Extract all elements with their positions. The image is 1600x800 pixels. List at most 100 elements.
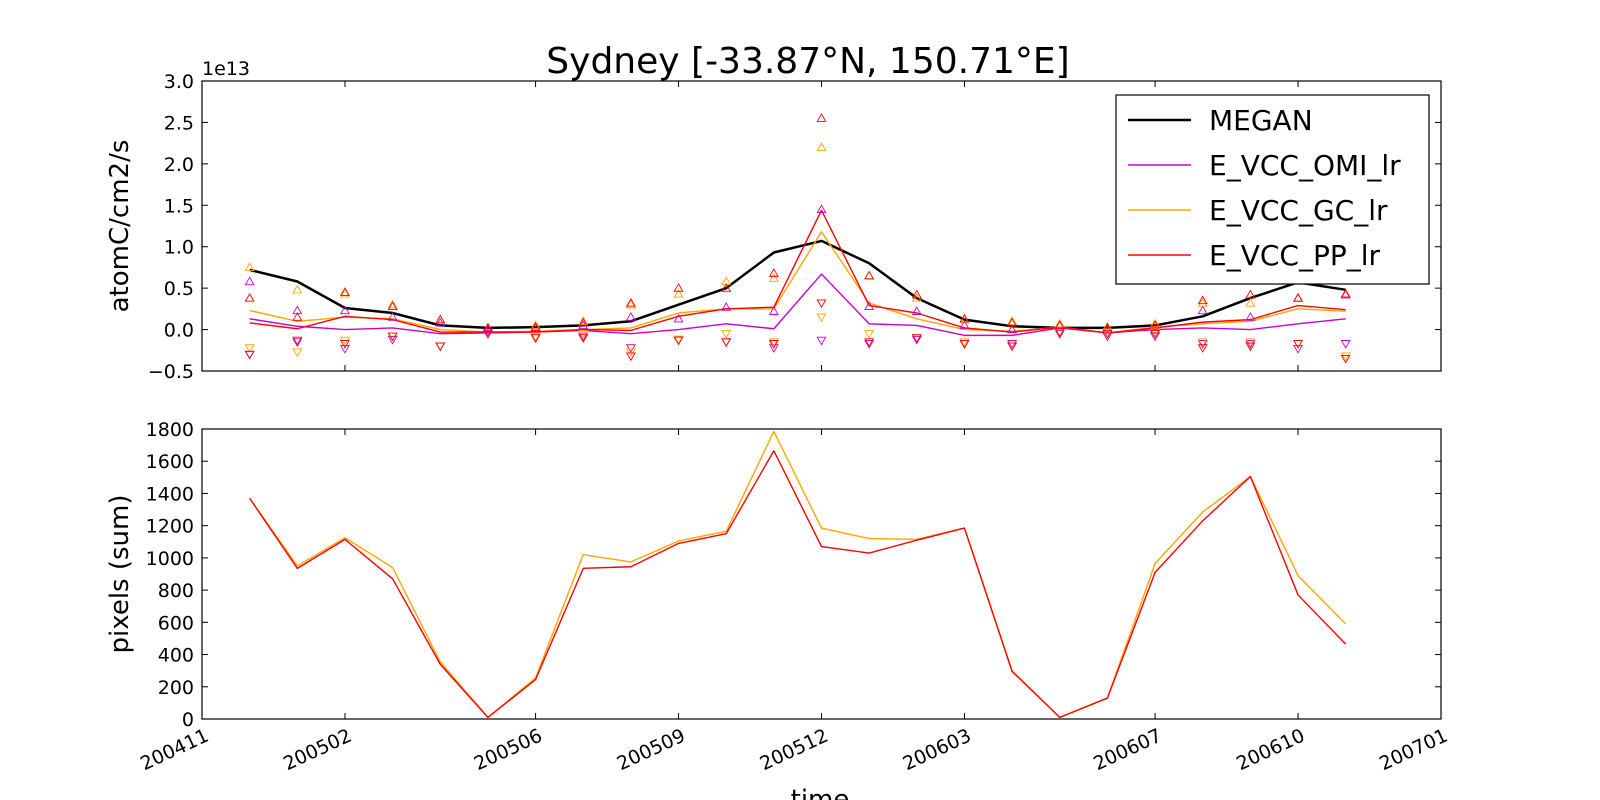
top-marker-down xyxy=(1293,340,1304,349)
top-marker-down xyxy=(482,330,493,339)
top-marker-down xyxy=(1150,328,1161,338)
x-tick-label: 200509 xyxy=(614,725,689,776)
top-marker-up xyxy=(625,297,636,307)
top-y-axis-label: atomC/cm2/s xyxy=(105,140,135,313)
top-marker-up xyxy=(911,289,922,299)
top-marker-up xyxy=(1293,292,1304,302)
top-marker-down xyxy=(864,340,875,349)
top-marker-down xyxy=(1007,342,1018,352)
top-y-tick-label: −0.5 xyxy=(148,361,194,383)
top-marker-up xyxy=(673,288,684,298)
top-marker-up xyxy=(1007,316,1018,325)
x-tick-label: 200610 xyxy=(1233,725,1308,776)
top-marker-down xyxy=(435,342,446,352)
top-marker-down xyxy=(292,338,303,348)
top-marker-down xyxy=(244,350,255,360)
top-marker-up xyxy=(244,292,255,302)
top-marker-up xyxy=(1102,322,1113,332)
top-marker-down xyxy=(864,338,875,348)
top-marker-down xyxy=(959,338,970,348)
bottom-series-line-series-0 xyxy=(249,430,1347,719)
top-marker-down xyxy=(387,332,398,342)
top-marker-down xyxy=(816,336,827,346)
top-marker-up xyxy=(387,299,398,309)
top-marker-down xyxy=(816,299,827,309)
top-marker-down xyxy=(435,342,446,352)
bottom-y-axis-label: pixels (sum) xyxy=(105,495,135,654)
top-marker-up xyxy=(911,306,922,315)
bottom-series-line-series-1 xyxy=(249,450,1347,719)
top-marker-up xyxy=(1245,297,1256,307)
top-marker-down xyxy=(721,330,732,339)
top-marker-up xyxy=(864,270,875,280)
top-marker-up xyxy=(864,301,875,310)
top-marker-down xyxy=(1102,328,1113,338)
legend-box xyxy=(1115,94,1430,285)
top-marker-up xyxy=(435,314,446,324)
top-marker-up xyxy=(625,312,636,321)
top-marker-down xyxy=(768,340,779,349)
top-marker-up xyxy=(959,320,970,330)
x-axis-label: time xyxy=(791,785,850,800)
top-marker-up xyxy=(578,320,589,330)
top-marker-up xyxy=(1007,324,1018,334)
top-marker-up xyxy=(339,288,350,298)
bottom-y-tick-label: 800 xyxy=(158,580,194,602)
top-marker-down xyxy=(768,344,779,353)
top-marker-down xyxy=(1150,330,1161,339)
top-marker-up xyxy=(530,320,541,330)
top-marker-up xyxy=(1293,292,1304,302)
top-marker-up xyxy=(721,283,732,292)
top-marker-up xyxy=(864,270,875,280)
top-marker-up xyxy=(339,305,350,315)
top-marker-up xyxy=(339,287,350,296)
top-marker-down xyxy=(1293,340,1304,349)
top-y-tick-label: 3.0 xyxy=(164,71,194,93)
top-marker-down xyxy=(530,334,541,343)
top-marker-down xyxy=(673,336,684,346)
top-marker-up xyxy=(244,276,255,286)
top-marker-down xyxy=(1102,332,1113,342)
x-tick-label: 200502 xyxy=(280,725,355,776)
top-marker-up xyxy=(1340,288,1351,298)
top-y-tick-label: 1.0 xyxy=(164,237,194,259)
x-tick-label: 200607 xyxy=(1090,725,1165,776)
top-marker-down xyxy=(1340,352,1351,362)
bottom-y-tick-label: 1400 xyxy=(146,483,194,505)
top-marker-up xyxy=(244,262,255,272)
bottom-y-tick-label: 1600 xyxy=(146,451,194,473)
top-marker-down xyxy=(911,334,922,343)
top-marker-up xyxy=(387,301,398,310)
top-marker-down xyxy=(1245,342,1256,352)
top-marker-up xyxy=(768,273,779,282)
top-marker-down xyxy=(959,340,970,349)
x-tick-label: 200506 xyxy=(471,725,546,776)
top-marker-down xyxy=(625,352,636,362)
top-marker-down xyxy=(1007,340,1018,349)
bottom-panel: 0 200 400 600 800 1000 1200 1400 1600 1800 pixels … xyxy=(105,419,1451,775)
top-marker-up xyxy=(292,312,303,321)
top-marker-down xyxy=(578,332,589,342)
top-marker-down xyxy=(864,330,875,339)
top-marker-up xyxy=(959,313,970,323)
top-marker-down xyxy=(578,334,589,343)
top-marker-down xyxy=(721,338,732,348)
top-marker-up xyxy=(1150,318,1161,328)
top-marker-up xyxy=(816,142,827,151)
top-series-line-MEGAN xyxy=(249,239,1346,330)
top-marker-down xyxy=(1150,332,1161,342)
top-marker-down xyxy=(911,335,922,345)
top-marker-up xyxy=(768,306,779,315)
bottom-y-tick-label: 1800 xyxy=(146,419,194,441)
x-tick-label: 200411 xyxy=(137,725,212,776)
top-panel: −0.5 0.0 0.5 1.0 1.5 2.0 2.5 3.0 atomC/cm2/s 1e13 xyxy=(105,58,1442,383)
top-marker-up xyxy=(1245,312,1256,321)
top-marker-down xyxy=(1340,354,1351,364)
top-marker-down xyxy=(1054,328,1065,338)
top-marker-up xyxy=(1007,317,1018,327)
top-marker-down xyxy=(482,328,493,338)
top-marker-up xyxy=(721,302,732,311)
top-marker-up xyxy=(530,321,541,331)
top-marker-up xyxy=(482,322,493,332)
